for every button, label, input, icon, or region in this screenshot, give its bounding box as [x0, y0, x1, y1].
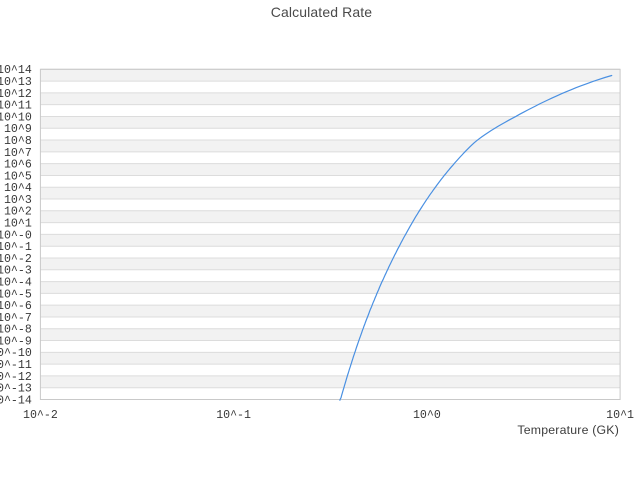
- svg-text:10^1: 10^1: [4, 218, 32, 231]
- svg-text:10^12: 10^12: [0, 88, 32, 101]
- svg-text:10^4: 10^4: [4, 182, 32, 195]
- svg-text:Temperature (GK): Temperature (GK): [517, 423, 619, 437]
- svg-text:10^-3: 10^-3: [0, 265, 32, 278]
- svg-text:10^-7: 10^-7: [0, 312, 32, 325]
- svg-text:10^-11: 10^-11: [0, 359, 32, 372]
- svg-text:10^-13: 10^-13: [0, 383, 32, 396]
- svg-text:10^-1: 10^-1: [216, 409, 251, 422]
- svg-text:10^2: 10^2: [4, 206, 32, 219]
- svg-text:10^-9: 10^-9: [0, 335, 32, 348]
- svg-text:10^-2: 10^-2: [23, 409, 58, 422]
- svg-text:10^3: 10^3: [4, 194, 32, 207]
- svg-text:10^-12: 10^-12: [0, 371, 32, 384]
- svg-text:10^9: 10^9: [4, 123, 32, 136]
- svg-text:10^-6: 10^-6: [0, 300, 32, 313]
- svg-text:10^13: 10^13: [0, 76, 32, 89]
- svg-text:10^5: 10^5: [4, 170, 32, 183]
- svg-text:10^-4: 10^-4: [0, 276, 32, 289]
- svg-text:10^-10: 10^-10: [0, 347, 32, 360]
- svg-text:10^-5: 10^-5: [0, 288, 32, 301]
- svg-text:10^7: 10^7: [4, 147, 32, 160]
- svg-text:10^10: 10^10: [0, 111, 32, 124]
- svg-text:10^1: 10^1: [606, 409, 634, 422]
- svg-text:10^-2: 10^-2: [0, 253, 32, 266]
- svg-text:10^14: 10^14: [0, 64, 32, 77]
- svg-text:10^6: 10^6: [4, 159, 32, 172]
- svg-text:Calculated Rate: Calculated Rate: [271, 4, 373, 20]
- svg-text:10^-14: 10^-14: [0, 394, 32, 407]
- svg-text:10^11: 10^11: [0, 100, 32, 113]
- svg-text:10^8: 10^8: [4, 135, 32, 148]
- svg-text:10^-0: 10^-0: [0, 229, 32, 242]
- svg-text:10^0: 10^0: [413, 409, 441, 422]
- svg-text:10^-8: 10^-8: [0, 324, 32, 337]
- svg-text:10^-1: 10^-1: [0, 241, 32, 254]
